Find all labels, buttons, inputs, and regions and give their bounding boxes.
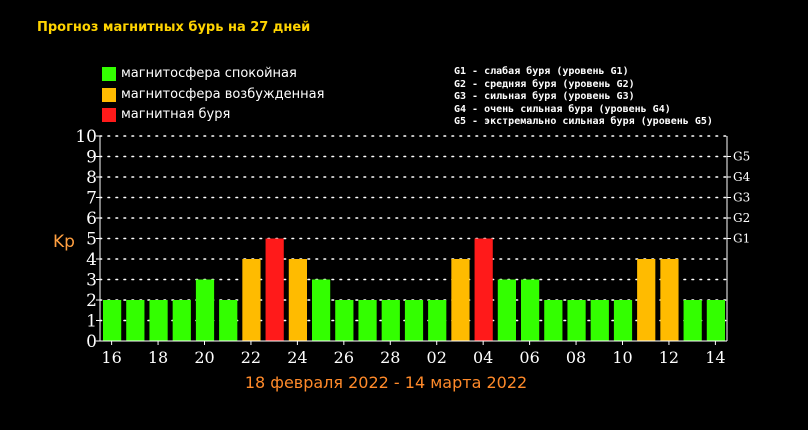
bar-09 [590,300,609,341]
bar-22 [242,259,261,341]
bar-19 [172,300,191,341]
bar-23 [265,238,284,341]
bar-08 [567,300,586,341]
x-tick-label-26: 26 [334,348,354,367]
legend-label-quiet: магнитосфера спокойная [121,66,297,81]
g-level-g2: G2 - средняя буря (уровень G2) [454,78,635,90]
bar-05 [497,279,516,341]
bar-24 [288,259,307,341]
y-tick-label-4: 4 [86,250,97,270]
x-tick-label-28: 28 [380,348,400,367]
x-tick-label-12: 12 [659,348,679,367]
y-tick-label-10: 10 [75,127,97,147]
bar-18 [149,300,168,341]
g-level-g3: G3 - сильная буря (уровень G3) [454,91,635,102]
x-tick-label-24: 24 [287,348,307,367]
x-tick-label-20: 20 [194,348,214,367]
y-tick-label-9: 9 [86,148,97,168]
bar-03 [451,259,470,341]
bar-25 [312,279,331,341]
bar-12 [660,259,679,341]
bar-04 [474,238,493,341]
bar-20 [195,279,215,341]
x-tick-label-14: 14 [705,348,725,367]
x-tick-label-02: 02 [427,348,447,367]
y-tick-label-1: 1 [86,312,97,332]
right-axis-label-G3: G3 [733,191,750,205]
y-tick-label-3: 3 [86,271,97,291]
legend-label-storm: магнитная буря [121,107,231,122]
right-axis-label-G1: G1 [733,232,750,246]
right-axis-label-G4: G4 [733,170,751,184]
right-axis-label-G2: G2 [733,211,750,225]
bar-17 [126,300,145,341]
bar-07 [544,300,563,341]
g-level-g5: G5 - экстремально сильная буря (уровень … [454,116,713,127]
g-level-g4: G4 - очень сильная буря (уровень G4) [454,103,671,115]
bar-26 [335,300,354,341]
x-tick-label-18: 18 [148,348,168,367]
y-tick-label-0: 0 [86,332,97,352]
g-levels-legend: G1 - слабая буря (уровень G1) G2 - средн… [454,66,713,129]
x-tick-label-06: 06 [519,348,539,367]
bar-16 [103,300,122,341]
bar-01 [404,300,424,341]
date-range-label: 18 февраля 2022 - 14 марта 2022 [245,373,527,392]
y-tick-label-2: 2 [86,291,97,311]
bar-10 [613,300,633,341]
y-tick-label-7: 7 [86,189,97,209]
x-tick-label-22: 22 [241,348,261,367]
y-axis-label: Kp [53,232,75,252]
y-tick-label-5: 5 [86,230,97,250]
bar-21 [219,300,238,341]
g-level-g1: G1 - слабая буря (уровень G1) [454,66,629,77]
y-tick-label-6: 6 [86,209,97,229]
legend-swatch-quiet [102,67,116,81]
legend-label-active: магнитосфера возбужденная [121,87,325,102]
y-tick-label-8: 8 [86,168,97,188]
x-tick-label-10: 10 [612,348,632,367]
x-tick-label-16: 16 [101,348,121,367]
right-axis-label-G5: G5 [733,150,750,164]
legend-swatch-active [102,88,116,102]
bar-14 [706,300,725,341]
legend-swatch-storm [102,108,116,122]
bar-28 [381,300,400,341]
bar-11 [637,259,656,341]
bar-27 [358,300,377,341]
page-title: Прогноз магнитных бурь на 27 дней [37,20,311,35]
x-tick-label-04: 04 [473,348,493,367]
x-tick-label-08: 08 [566,348,586,367]
bar-02 [428,300,447,341]
bar-06 [521,279,540,341]
bar-13 [683,300,702,341]
